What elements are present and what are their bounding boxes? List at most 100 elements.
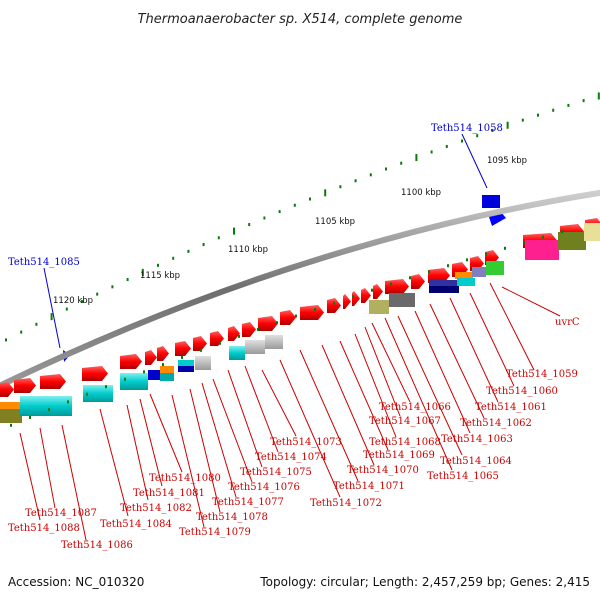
gene-label: Teth514_1076 [228, 482, 300, 493]
tick-mark [248, 223, 251, 227]
tick-mark [542, 235, 544, 239]
tick-mark [485, 252, 487, 256]
gene-leader-line [227, 369, 263, 468]
gene-leader-line [449, 297, 499, 403]
tick-mark [233, 227, 235, 235]
kbp-label: 1100 kbp [401, 188, 441, 198]
color-block [178, 360, 194, 370]
tick-mark [162, 363, 164, 367]
gene-arrow [157, 346, 169, 361]
tick-mark [295, 314, 297, 318]
gene-arrow [120, 354, 142, 369]
gene-leader-line [279, 359, 341, 498]
gene-arrow [193, 336, 207, 351]
tick-mark [333, 301, 335, 305]
gene-leader-line [371, 322, 411, 403]
tick-mark [504, 246, 506, 250]
tick-mark [263, 216, 266, 220]
tick-mark [111, 285, 114, 289]
gene-label: Teth514_1060 [486, 386, 558, 397]
gene-label: Teth514_1069 [363, 450, 435, 461]
tick-mark [521, 118, 524, 122]
gene-arrow [411, 274, 425, 289]
genome-backbone [0, 189, 600, 389]
gene-arrow [361, 288, 371, 303]
tick-mark [67, 400, 69, 404]
tick-mark [523, 241, 525, 245]
gene-arrow [242, 322, 256, 337]
gene-label: Teth514_1088 [8, 523, 80, 534]
gene-label: Teth514_1065 [427, 471, 499, 482]
gene-arrow [385, 279, 409, 294]
tick-mark [96, 292, 99, 296]
tick-mark [390, 282, 392, 286]
gene-arrow [40, 374, 66, 389]
blue-gene-labels: Teth514_1085 Teth514_1058 [8, 123, 503, 349]
gene-leader-line [244, 365, 279, 453]
tick-mark [445, 144, 448, 148]
gene-label: Teth514_1059 [506, 369, 578, 380]
gene-arrow [327, 298, 341, 313]
gene-label: Teth514_1084 [100, 519, 172, 530]
color-block [369, 300, 389, 314]
gene-box [482, 195, 500, 208]
color-block [83, 385, 113, 402]
tick-mark [447, 264, 449, 268]
gene-label: Teth514_1072 [310, 498, 382, 509]
kbp-labels: 1120 kbp 1115 kbp 1110 kbp 1105 kbp 1100… [53, 156, 527, 306]
gene-leader-line [414, 310, 471, 434]
color-block [558, 232, 586, 250]
tick-mark [506, 121, 509, 129]
color-block [245, 340, 265, 354]
color-block [429, 286, 459, 293]
gene-label: uvrC [555, 317, 580, 328]
color-block [584, 223, 600, 241]
tick-mark [354, 179, 357, 183]
gene-label: Teth514_1085 [8, 257, 80, 268]
tick-mark [81, 300, 83, 304]
tick-mark [219, 341, 221, 345]
color-block [457, 278, 475, 286]
color-block [389, 293, 415, 307]
gene-label: Teth514_1079 [179, 527, 251, 538]
color-block [525, 240, 559, 260]
tick-mark [29, 415, 31, 419]
gene-label: Teth514_1061 [475, 402, 547, 413]
kbp-label: 1105 kbp [315, 217, 355, 227]
tick-mark [217, 236, 220, 240]
color-block [455, 272, 473, 279]
tick-mark [461, 139, 463, 143]
tick-mark [293, 203, 296, 207]
gene-label: Teth514_1086 [61, 540, 133, 551]
color-block [472, 267, 486, 277]
tick-mark [491, 128, 494, 132]
gene-leader-line [461, 133, 488, 189]
topology-text: Topology: circular; Length: 2,457,259 bp… [259, 575, 590, 589]
color-block [160, 373, 174, 381]
tick-mark [86, 392, 88, 396]
color-block [265, 335, 283, 349]
tick-mark [126, 278, 129, 282]
gene-leader-line [149, 393, 183, 473]
tick-mark [352, 295, 354, 299]
gene-label: Teth514_1058 [431, 123, 503, 134]
gene-arrow [228, 326, 240, 341]
tick-mark [157, 263, 159, 267]
gene-leader-line [212, 378, 253, 483]
tick-mark [314, 307, 316, 311]
tick-mark [172, 256, 175, 260]
gene-leader-line [339, 340, 389, 451]
tick-mark [20, 330, 23, 334]
accession-text: Accession: NC_010320 [8, 575, 144, 589]
color-block [178, 366, 194, 372]
gene-label: Teth514_1067 [369, 416, 441, 427]
tick-mark [409, 276, 411, 280]
tick-mark [50, 313, 53, 321]
gene-label: Teth514_1064 [440, 456, 512, 467]
gene-label: Teth514_1070 [347, 465, 419, 476]
tick-mark [476, 134, 479, 138]
gene-label: Teth514_1063 [441, 434, 513, 445]
gene-label: Teth514_1081 [133, 488, 205, 499]
tick-mark [181, 355, 183, 359]
